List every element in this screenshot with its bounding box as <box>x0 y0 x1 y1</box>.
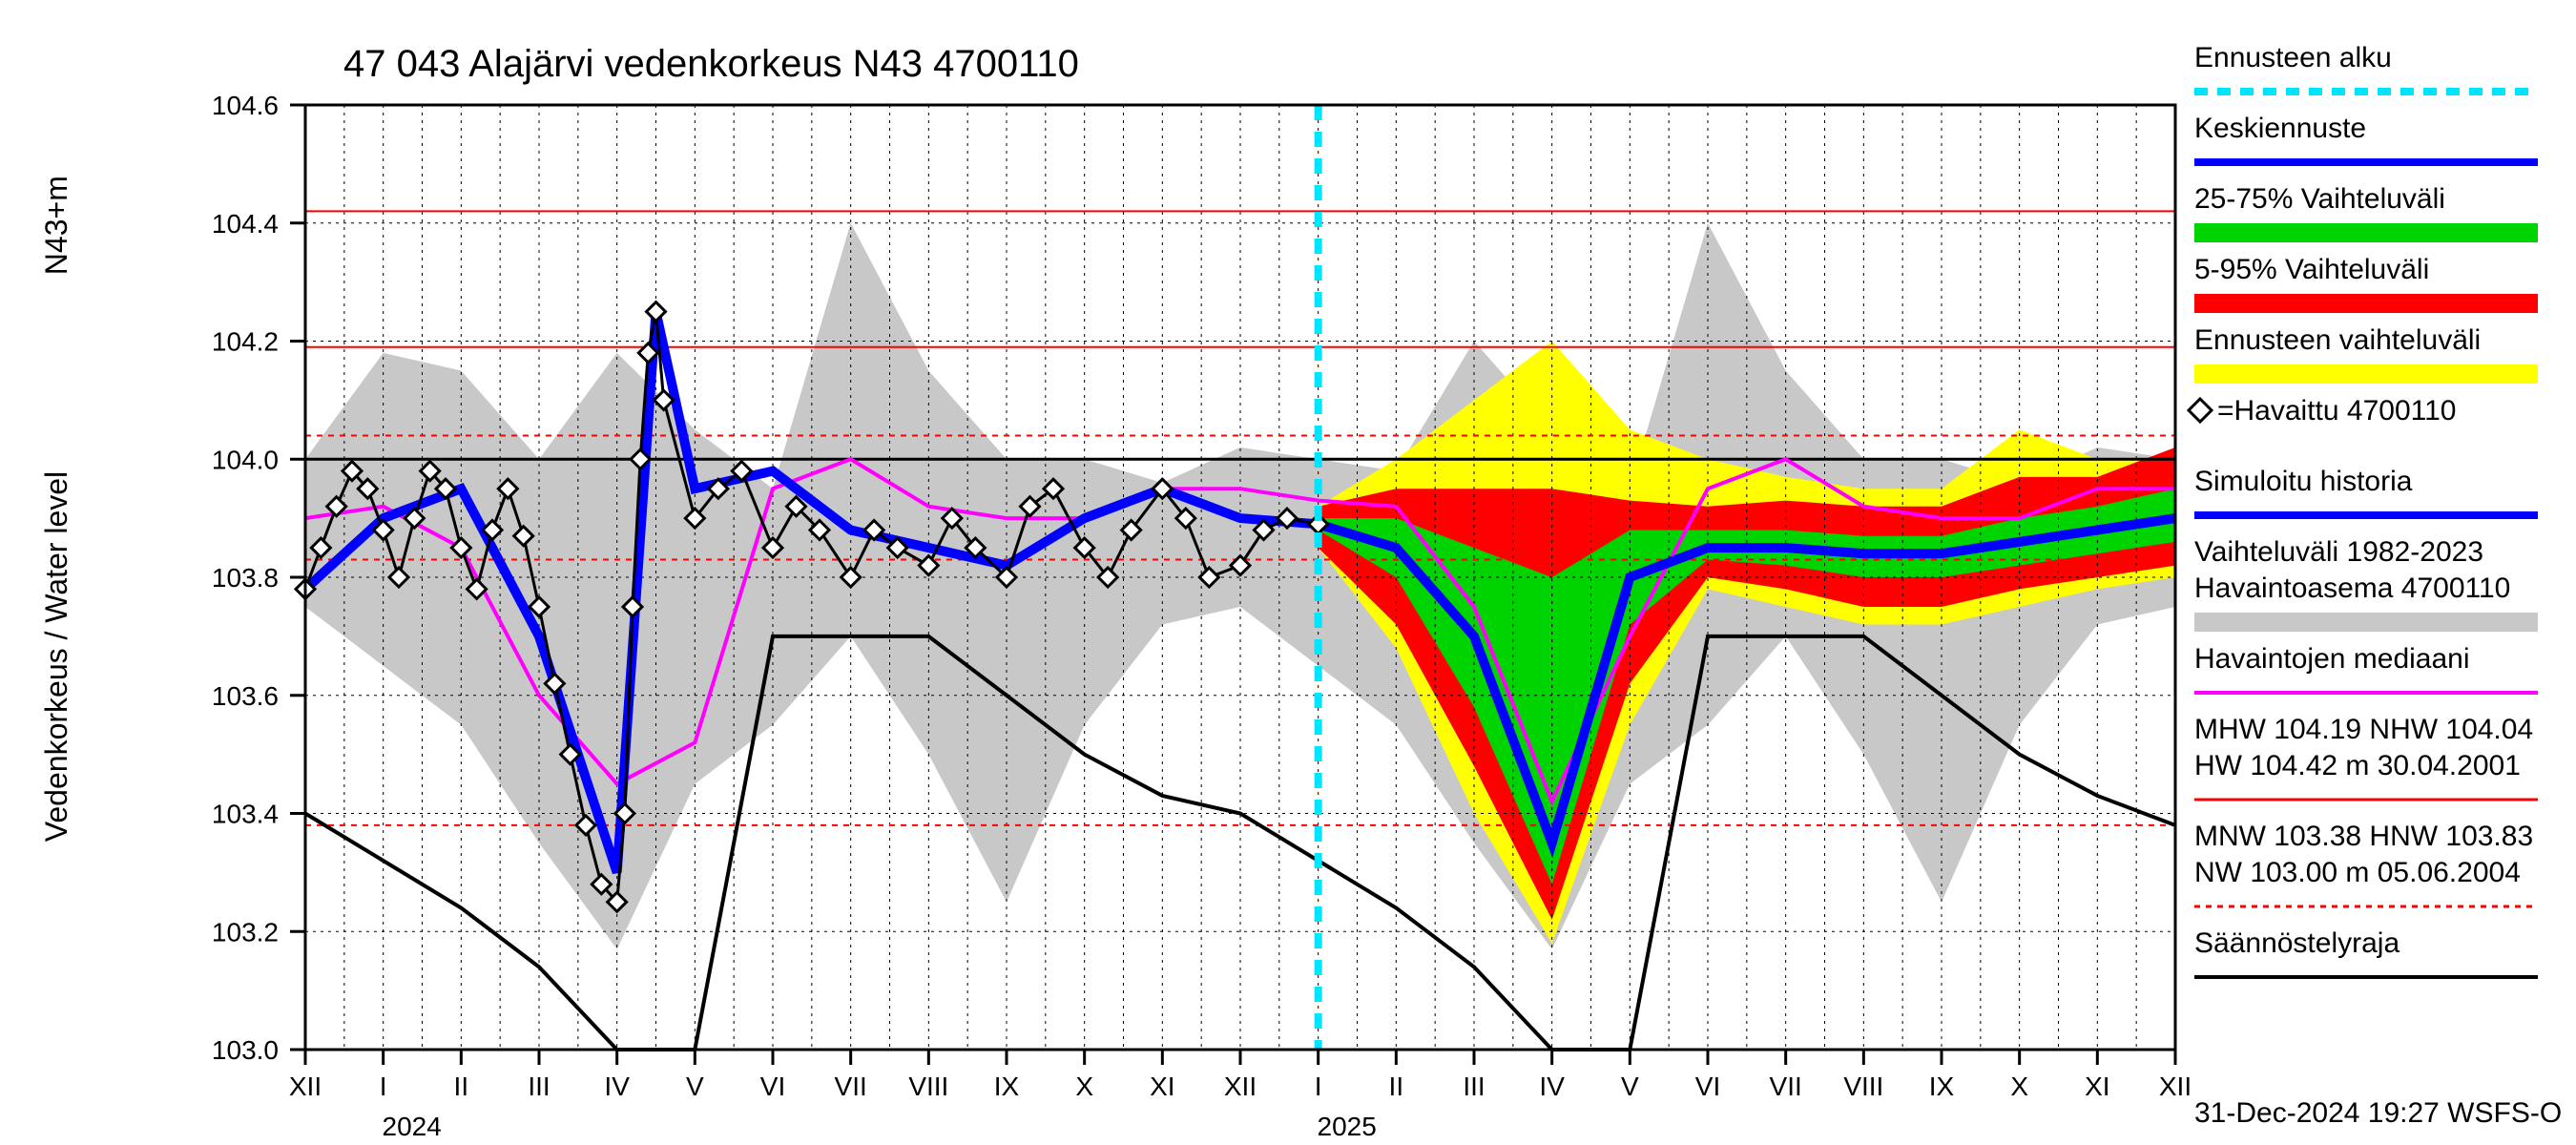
legend-label: 5-95% Vaihteluväli <box>2194 254 2429 285</box>
y-tick-label: 103.4 <box>212 800 279 829</box>
x-month-label: III <box>1463 1072 1485 1101</box>
y-axis-label-upper: N43+m <box>39 176 73 275</box>
y-tick-label: 104.0 <box>212 445 279 474</box>
x-month-label: VI <box>1695 1072 1720 1101</box>
chart-title: 47 043 Alajärvi vedenkorkeus N43 4700110 <box>343 43 1079 85</box>
x-month-label: I <box>380 1072 387 1101</box>
y-tick-label: 103.8 <box>212 563 279 593</box>
legend-swatch-band <box>2194 613 2538 632</box>
x-month-label: IV <box>1539 1072 1565 1101</box>
x-month-label: X <box>2010 1072 2028 1101</box>
x-month-label: XI <box>2085 1072 2109 1101</box>
footer-timestamp: 31-Dec-2024 19:27 WSFS-O <box>2194 1097 2562 1129</box>
x-month-label: XI <box>1150 1072 1174 1101</box>
legend-label: Vaihteluväli 1982-2023 <box>2194 536 2483 568</box>
x-month-label: VI <box>760 1072 785 1101</box>
x-month-label: VIII <box>908 1072 948 1101</box>
x-month-label: XII <box>2159 1072 2192 1101</box>
x-month-label: III <box>528 1072 550 1101</box>
legend-swatch-band <box>2194 223 2538 242</box>
legend-label: MNW 103.38 HNW 103.83 <box>2194 821 2533 852</box>
legend-label: Ennusteen alku <box>2194 42 2392 73</box>
legend-swatch-marker <box>2189 399 2212 422</box>
chart-container: 103.0 103.2 103.4 103.6 103.8 104.0 104.2 104.4… <box>0 0 2576 1145</box>
x-month-label: XII <box>1224 1072 1257 1101</box>
chart-svg: 103.0 103.2 103.4 103.6 103.8 104.0 104.2 104.4… <box>0 0 2576 1145</box>
y-tick-label: 104.4 <box>212 209 279 239</box>
y-tick-label: 103.2 <box>212 917 279 947</box>
x-year-label: 2025 <box>1318 1112 1377 1141</box>
legend-label: NW 103.00 m 05.06.2004 <box>2194 857 2521 888</box>
legend-label: Säännöstelyraja <box>2194 927 2399 959</box>
x-month-label: VII <box>835 1072 867 1101</box>
y-tick-label: 104.6 <box>212 91 279 120</box>
x-month-label: X <box>1075 1072 1093 1101</box>
legend-swatch-band <box>2194 294 2538 313</box>
x-month-label: VII <box>1770 1072 1802 1101</box>
y-tick-label: 104.2 <box>212 327 279 357</box>
legend-label: Havaintoasema 4700110 <box>2194 572 2510 604</box>
x-month-label: V <box>686 1072 704 1101</box>
x-month-label: II <box>1389 1072 1404 1101</box>
legend-swatch-band <box>2194 364 2538 384</box>
y-axis-label-lower: Vedenkorkeus / Water level <box>39 471 73 842</box>
legend-label: MHW 104.19 NHW 104.04 <box>2194 714 2533 745</box>
x-month-label: IX <box>994 1072 1020 1101</box>
y-tick-label: 103.6 <box>212 681 279 711</box>
x-month-label: IX <box>1929 1072 1955 1101</box>
legend-label: Ennusteen vaihteluväli <box>2194 324 2481 356</box>
legend-label: Keskiennuste <box>2194 113 2366 144</box>
legend-label: 25-75% Vaihteluväli <box>2194 183 2445 215</box>
legend-label: =Havaittu 4700110 <box>2217 395 2456 427</box>
legend-label: HW 104.42 m 30.04.2001 <box>2194 750 2521 781</box>
x-year-label: 2024 <box>383 1112 442 1141</box>
legend-label: Havaintojen mediaani <box>2194 643 2470 675</box>
x-month-label: II <box>454 1072 469 1101</box>
x-month-label: I <box>1315 1072 1322 1101</box>
x-month-label: VIII <box>1843 1072 1883 1101</box>
x-month-label: XII <box>289 1072 322 1101</box>
x-month-label: IV <box>604 1072 630 1101</box>
x-month-label: V <box>1621 1072 1639 1101</box>
legend-label: Simuloitu historia <box>2194 466 2413 497</box>
y-tick-label: 103.0 <box>212 1035 279 1065</box>
